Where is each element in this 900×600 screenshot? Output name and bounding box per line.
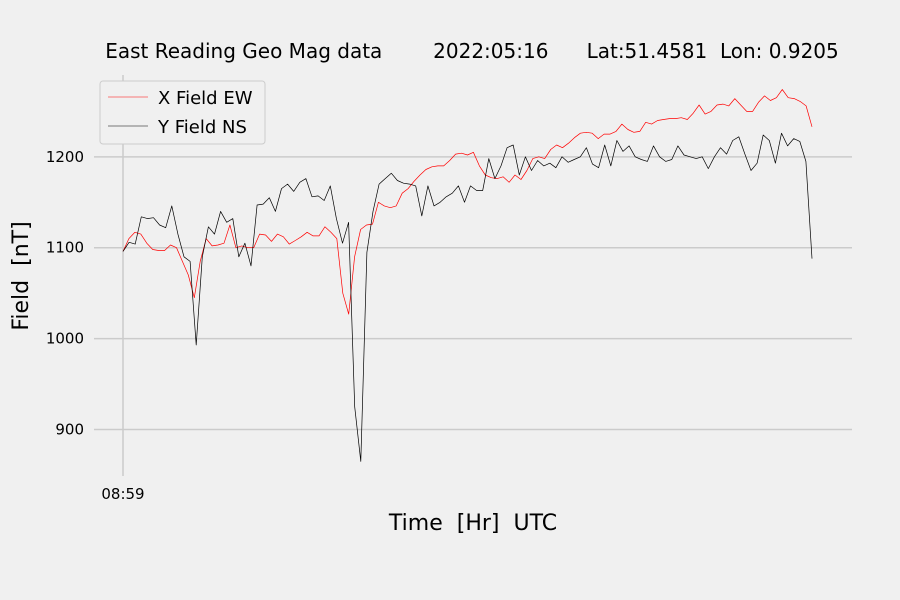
x-tick-labels: 08:59 (101, 485, 144, 503)
chart-title: East Reading Geo Mag data 2022:05:16 Lat… (105, 39, 839, 63)
x-axis-label: Time [Hr] UTC (388, 511, 557, 536)
grid (94, 75, 852, 476)
y-tick-label: 1200 (46, 148, 84, 166)
legend-label-x-field: X Field EW (158, 88, 253, 109)
legend-label-y-field: Y Field NS (157, 117, 247, 138)
legend: X Field EW Y Field NS (99, 80, 266, 145)
series-line-x-field (122, 89, 813, 315)
y-tick-labels: 900 1000 1100 1200 (46, 148, 84, 439)
y-tick-label: 900 (55, 421, 84, 439)
y-tick-label: 1100 (46, 239, 84, 257)
series-lines (122, 89, 813, 462)
x-tick-label: 08:59 (101, 485, 144, 503)
series-line-y-field (122, 132, 813, 462)
y-axis-label: Field [nT] (9, 221, 34, 330)
y-tick-label: 1000 (46, 330, 84, 348)
